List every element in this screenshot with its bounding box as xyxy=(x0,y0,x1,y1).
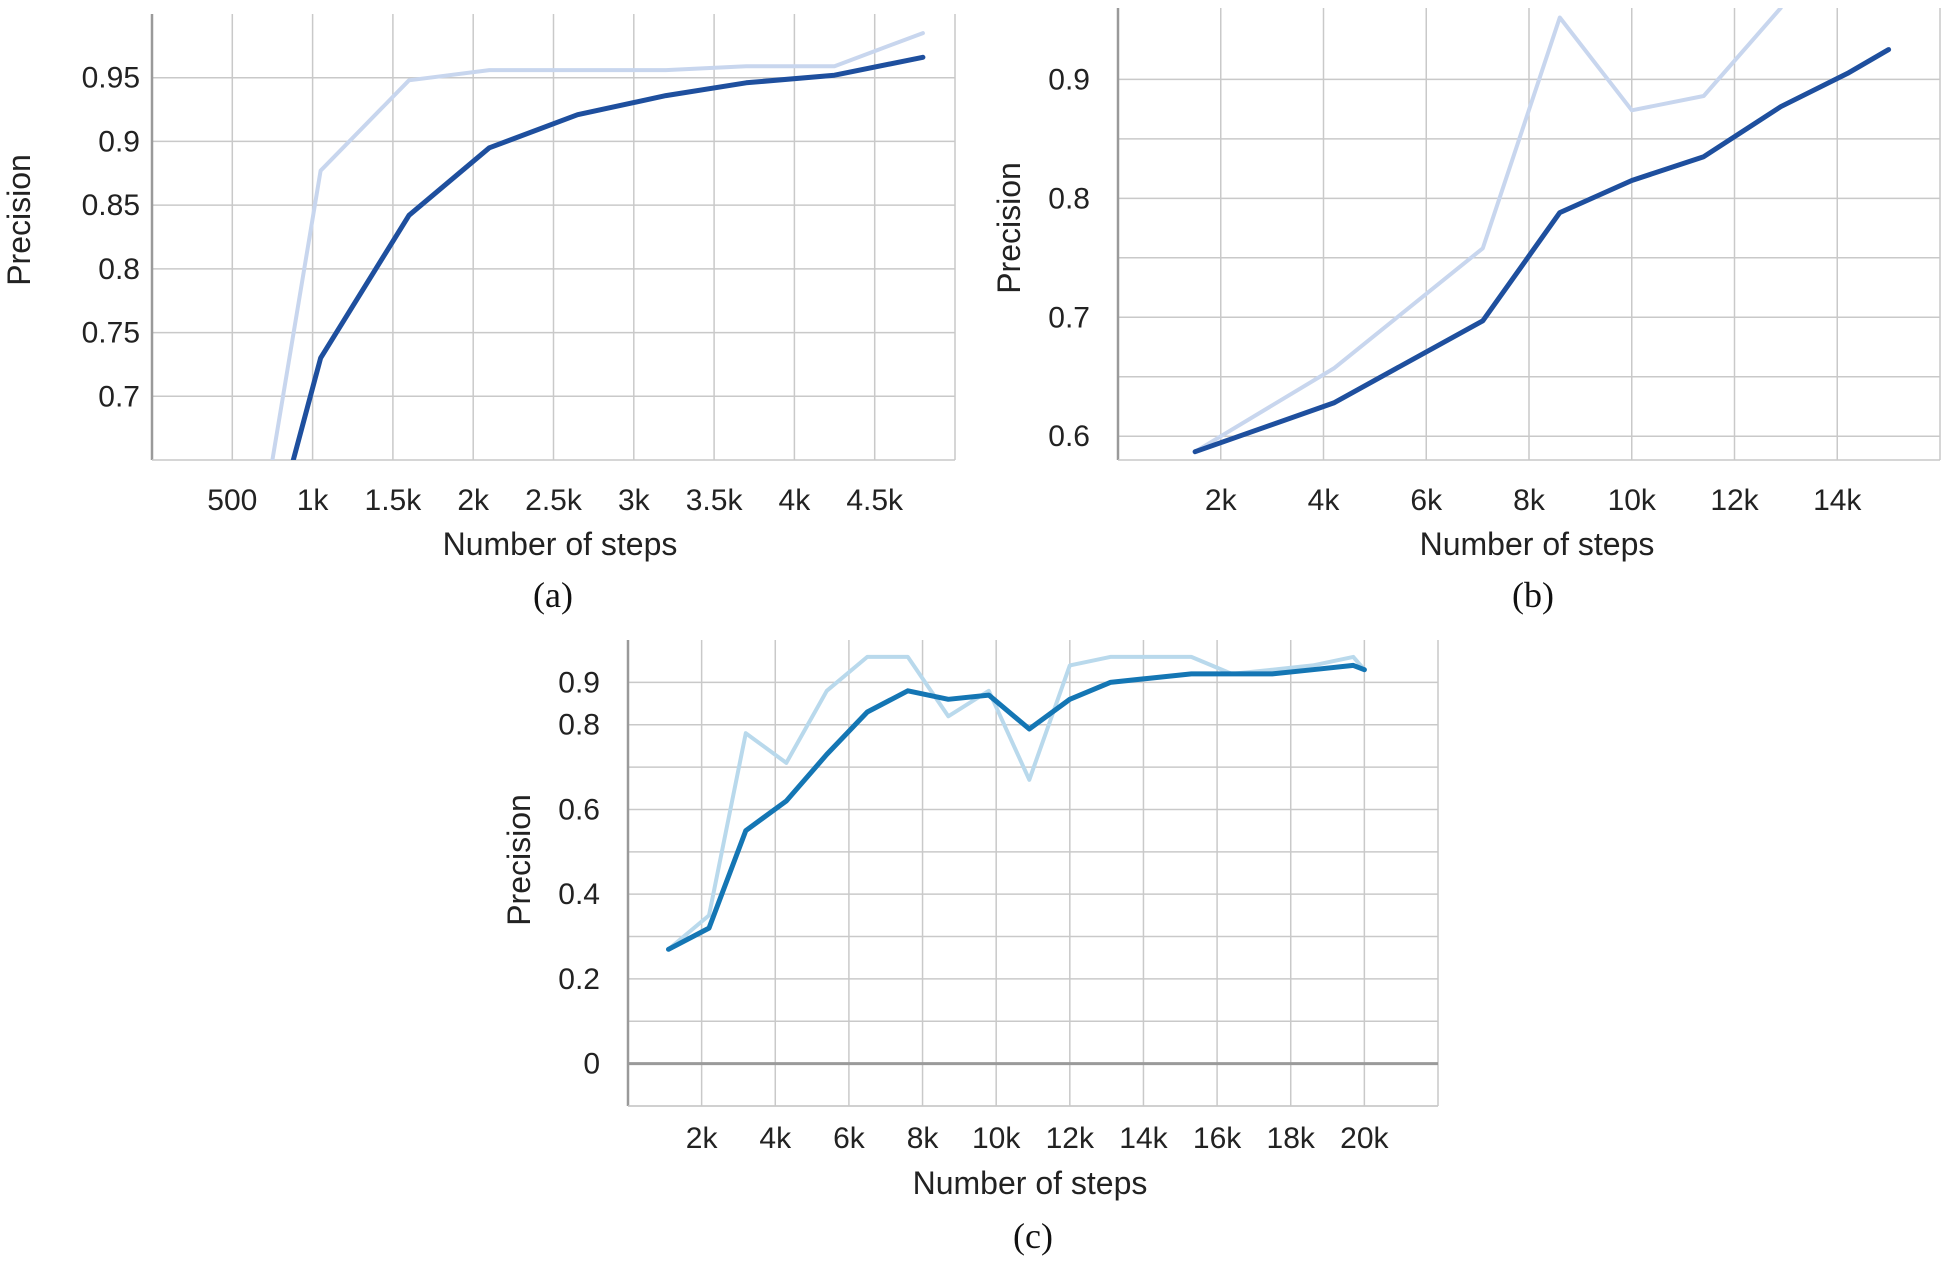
panel-b-x-axis-title: Number of steps xyxy=(1420,526,1655,562)
panel-c-x-tick-label: 12k xyxy=(1046,1122,1095,1155)
panel-b-lines xyxy=(1192,8,1892,455)
panel-c-x-tick-label: 14k xyxy=(1119,1122,1168,1155)
panel-b-axes xyxy=(1116,8,1940,461)
panel-b-x-tick-label: 8k xyxy=(1513,484,1546,517)
panel-a: 500 1k 1.5k 2k 2.5k 3k 3.5k 4k 4.5k 0.7 0.75 0.8 0.8… xyxy=(1,14,956,615)
panel-b-x-tick-label: 4k xyxy=(1308,484,1341,517)
panel-a-grid xyxy=(152,14,956,460)
panel-a-x-tick-label: 500 xyxy=(207,484,257,517)
panel-c-x-tick-label: 20k xyxy=(1340,1122,1389,1155)
panel-b-grid xyxy=(1118,8,1941,460)
panel-b-y-tick-label: 0.8 xyxy=(1048,182,1090,215)
panel-b-x-tick-label: 12k xyxy=(1710,484,1759,517)
panel-a-caption: (a) xyxy=(533,575,573,615)
panel-c-y-tick-label: 0.8 xyxy=(558,709,600,742)
panel-c-lines xyxy=(666,654,1367,952)
panel-b-x-tick-label: 10k xyxy=(1608,484,1657,517)
panel-a-y-tick-label: 0.85 xyxy=(82,189,140,222)
panel-c-x-tick-label: 8k xyxy=(907,1122,940,1155)
panel-a-y-tick-label: 0.9 xyxy=(98,125,140,158)
panel-c-y-tick-label: 0.9 xyxy=(558,666,600,699)
panel-c-smoothed-line xyxy=(666,662,1367,952)
panel-c-y-axis-title: Precision xyxy=(501,794,537,926)
panel-c-raw-line xyxy=(666,654,1367,952)
panel-c-x-tick-label: 6k xyxy=(833,1122,866,1155)
panel-c-x-tick-label: 16k xyxy=(1193,1122,1242,1155)
panel-b-caption: (b) xyxy=(1512,575,1554,615)
panel-b: 2k 4k 6k 8k 10k 12k 14k 0.6 0.7 0.8 0.9 Number of … xyxy=(991,8,1941,615)
panel-a-axes xyxy=(150,14,955,461)
panel-a-x-axis-title: Number of steps xyxy=(443,526,678,562)
panel-a-y-tick-label: 0.95 xyxy=(82,62,140,95)
panel-a-y-axis-title: Precision xyxy=(1,154,37,286)
panel-a-x-tick-label: 4k xyxy=(779,484,812,517)
panel-c-grid xyxy=(628,640,1439,1107)
panel-a-lines xyxy=(270,31,926,460)
panel-b-y-tick-label: 0.7 xyxy=(1048,301,1090,334)
panel-c-y-tick-label: 0.4 xyxy=(558,878,600,911)
panel-a-x-tick-label: 1k xyxy=(297,484,330,517)
panel-c-y-tick-label: 0.2 xyxy=(558,963,600,996)
panel-c-x-axis-title: Number of steps xyxy=(913,1165,1148,1201)
panel-c: 2k 4k 6k 8k 10k 12k 14k 16k 18k 20k 0 0.2 0.4 0.6 0.8 0… xyxy=(501,640,1439,1256)
panel-b-raw-line xyxy=(1193,8,1783,454)
panel-a-x-tick-label: 2k xyxy=(457,484,490,517)
panel-c-tick-labels: 2k 4k 6k 8k 10k 12k 14k 16k 18k 20k 0 0.2 0.4 0.6 0.8 0… xyxy=(558,666,1389,1155)
panel-c-x-tick-label: 4k xyxy=(759,1122,792,1155)
panel-c-x-tick-label: 10k xyxy=(972,1122,1021,1155)
panel-b-y-axis-title: Precision xyxy=(991,162,1027,294)
panel-a-y-tick-label: 0.75 xyxy=(82,317,140,350)
panel-a-tick-labels: 500 1k 1.5k 2k 2.5k 3k 3.5k 4k 4.5k 0.7 0.75 0.8 0.8… xyxy=(82,62,904,517)
panel-c-y-tick-label: 0 xyxy=(583,1048,600,1081)
panel-c-axes xyxy=(626,640,1438,1107)
panel-a-y-tick-label: 0.8 xyxy=(98,253,140,286)
panel-a-x-tick-label: 3k xyxy=(618,484,651,517)
panel-b-x-tick-label: 2k xyxy=(1205,484,1238,517)
panel-b-x-tick-label: 6k xyxy=(1410,484,1443,517)
panel-c-caption: (c) xyxy=(1013,1216,1053,1256)
panel-b-y-tick-label: 0.6 xyxy=(1048,420,1090,453)
panel-b-smoothed-line xyxy=(1192,47,1892,455)
panel-a-smoothed-line xyxy=(290,54,926,460)
panel-c-y-tick-label: 0.6 xyxy=(558,793,600,826)
panel-b-tick-labels: 2k 4k 6k 8k 10k 12k 14k 0.6 0.7 0.8 0.9 xyxy=(1048,63,1862,517)
panel-a-x-tick-label: 2.5k xyxy=(525,484,583,517)
panel-b-y-tick-label: 0.9 xyxy=(1048,63,1090,96)
panel-c-x-tick-label: 18k xyxy=(1267,1122,1316,1155)
panel-a-x-tick-label: 1.5k xyxy=(365,484,423,517)
panel-a-raw-line xyxy=(270,31,925,460)
panel-a-x-tick-label: 4.5k xyxy=(846,484,904,517)
panel-a-x-tick-label: 3.5k xyxy=(686,484,744,517)
panel-c-x-tick-label: 2k xyxy=(686,1122,719,1155)
panel-b-x-tick-label: 14k xyxy=(1813,484,1862,517)
panel-a-y-tick-label: 0.7 xyxy=(98,380,140,413)
